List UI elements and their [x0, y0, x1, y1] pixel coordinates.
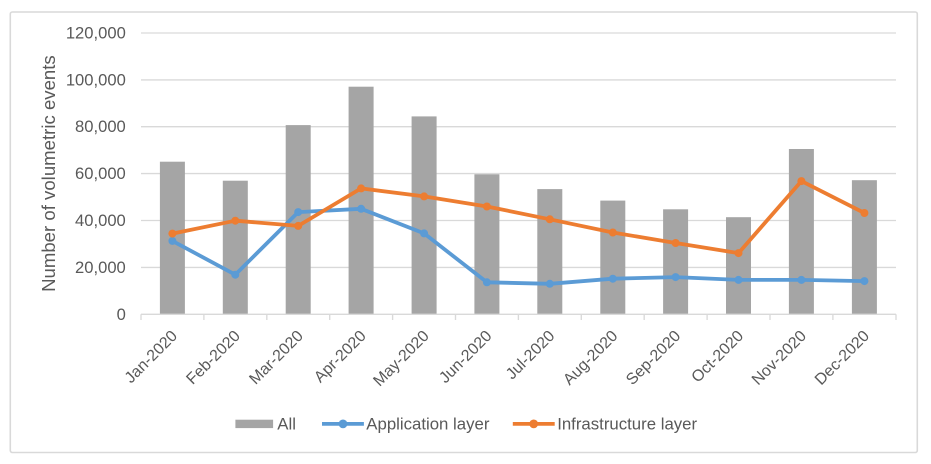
- svg-text:60,000: 60,000: [75, 164, 126, 183]
- svg-text:100,000: 100,000: [66, 70, 126, 89]
- svg-text:80,000: 80,000: [75, 117, 126, 136]
- svg-text:Infrastructure layer: Infrastructure layer: [557, 414, 697, 433]
- svg-text:40,000: 40,000: [75, 211, 126, 230]
- svg-text:120,000: 120,000: [66, 24, 126, 43]
- svg-text:All: All: [277, 414, 296, 433]
- svg-text:Application layer: Application layer: [366, 414, 490, 433]
- svg-text:20,000: 20,000: [75, 258, 126, 277]
- svg-text:Number of volumetric events: Number of volumetric events: [38, 55, 59, 292]
- svg-text:0: 0: [117, 305, 126, 324]
